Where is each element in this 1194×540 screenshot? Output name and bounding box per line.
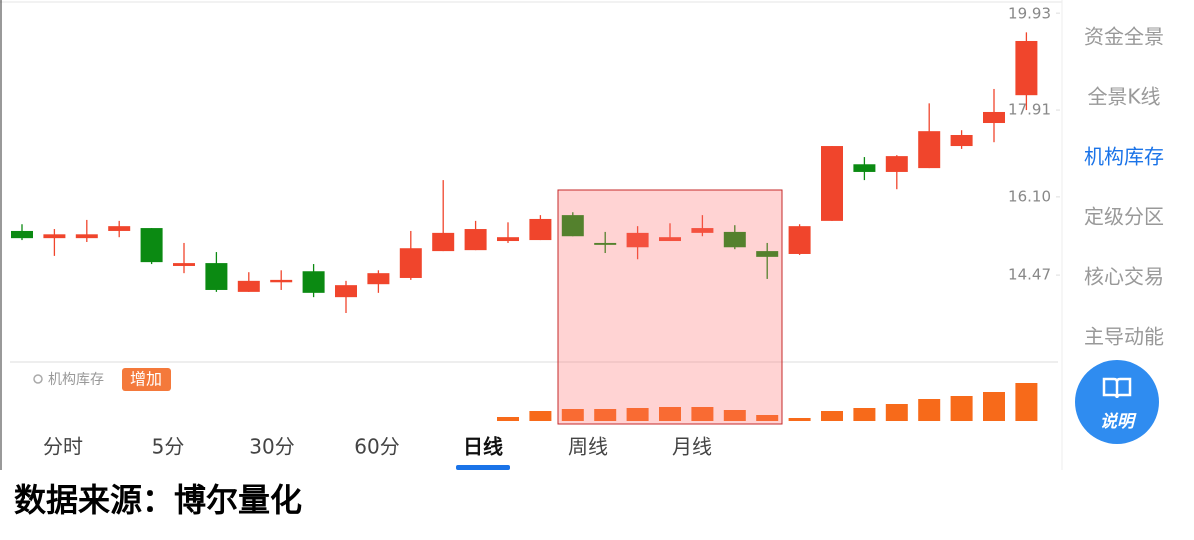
book-icon [1102,377,1132,399]
candle-body [270,279,293,283]
candle-body [432,232,455,252]
candle-body [983,111,1005,124]
candle-body [756,251,779,257]
y-tick-label: 14.47 [1008,266,1051,284]
candle-body [75,234,98,239]
indicator-bar [529,411,552,421]
indicator-legend: 机构库存 增加 [33,368,171,391]
y-tick-label: 16.10 [1008,187,1051,205]
tab[interactable]: 分时 [43,435,83,459]
indicator-bar [821,411,843,421]
indicator-bar [497,417,519,421]
candle-body [302,271,325,293]
period-tabs: 分时 5分 30分 60分 日线 周线 月线 [43,435,712,470]
indicator-bar [659,407,681,421]
help-button[interactable]: 说明 [1075,360,1159,444]
gear-icon [33,374,43,384]
candle-body [626,232,649,248]
candle-body [173,263,195,266]
tab-underline [456,465,510,470]
tab[interactable]: 月线 [672,435,712,459]
tab[interactable]: 5分 [152,435,185,459]
indicator-bar [594,409,617,421]
candle-body [885,156,908,172]
candle-body [11,230,33,239]
menu-item[interactable]: 机构库存 [1084,145,1164,169]
tab[interactable]: 周线 [568,435,608,459]
menu-item[interactable]: 核心交易 [1084,265,1164,289]
footer-source: 数据来源：博尔量化 [14,481,302,519]
y-tick-label: 17.91 [1008,101,1051,119]
candle-body [1015,40,1038,96]
candle-body [529,218,552,241]
indicator-bar [918,399,941,421]
candle-body [950,135,973,147]
candle-body [335,285,357,298]
candle-body [367,273,390,285]
tab[interactable]: 30分 [249,435,294,459]
candle-body [497,237,519,242]
help-label[interactable]: 说明 [1100,412,1137,432]
candle-body [561,215,584,237]
candle-body [237,280,260,292]
indicator-bar [950,396,973,421]
candles: 14.47 16.10 17.91 19.93 [11,5,1060,313]
indicator-bar [853,408,876,421]
y-tick-label: 19.93 [1008,5,1051,23]
tab[interactable]: 60分 [354,435,399,459]
menu-item[interactable]: 资金全景 [1084,25,1164,49]
menu-item[interactable]: 全景K线 [1087,85,1160,109]
candle-body [140,228,163,263]
candle-body [723,231,746,248]
candle-body [788,226,811,254]
candle-body [821,146,843,221]
indicator-bar [723,410,746,421]
menu-item[interactable]: 定级分区 [1084,205,1164,229]
menu-item[interactable]: 主导动能 [1084,325,1164,349]
indicator-bar [756,415,779,421]
tab[interactable]: 日线 [463,435,503,459]
candle-body [691,228,714,233]
app-area [0,0,1194,470]
indicator-bar [983,392,1005,421]
candle-body [108,226,131,231]
indicator-bar [1015,383,1038,421]
candle-body [464,229,487,251]
candle-body [43,234,66,239]
candle-body [853,164,876,172]
badge-label: 增加 [130,370,162,389]
help-circle[interactable] [1075,360,1159,444]
candle-body [594,242,617,245]
indicator [497,383,1038,421]
indicator-bar [691,407,714,421]
badge [122,368,171,391]
candle-body [205,263,228,290]
candle-body [918,131,941,169]
indicator-bar [788,418,811,421]
candle-body [659,237,681,242]
highlight-range [557,189,783,425]
indicator-bar [561,409,584,421]
candle-body [399,248,422,278]
indicator-bar [885,404,908,421]
indicator-label: 机构库存 [48,372,104,388]
indicator-bar [626,408,649,421]
